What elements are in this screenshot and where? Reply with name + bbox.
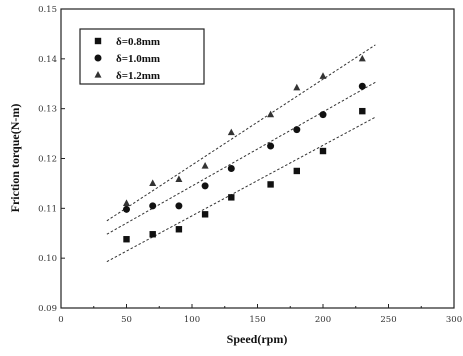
- legend-marker-3: [94, 71, 102, 78]
- data-point-s3-4: [201, 161, 209, 169]
- fit-line-1: [106, 116, 376, 263]
- legend-label-2: δ=1.0mm: [116, 53, 160, 65]
- y-tick-label: 0.11: [38, 204, 57, 214]
- data-point-s2-3: [175, 202, 183, 210]
- data-point-s2-6: [267, 142, 275, 150]
- legend-marker-1: [94, 37, 102, 45]
- data-point-s3-9: [358, 54, 366, 62]
- x-tick-label: 150: [249, 315, 265, 325]
- data-point-s2-8: [319, 111, 327, 119]
- data-point-s3-6: [267, 110, 275, 118]
- y-tick-label: 0.13: [38, 105, 57, 115]
- x-tick-label: 250: [380, 315, 396, 325]
- data-point-s2-4: [201, 182, 209, 190]
- legend-marker-2: [94, 54, 102, 62]
- fit-line-2: [106, 81, 376, 235]
- data-point-s1-3: [175, 226, 183, 233]
- x-tick-label: 100: [184, 315, 200, 325]
- data-point-s3-5: [227, 128, 235, 136]
- data-point-s1-8: [319, 147, 327, 155]
- data-point-s1-6: [267, 181, 274, 188]
- y-tick-label: 0.14: [38, 55, 57, 65]
- data-point-s3-7: [293, 83, 301, 91]
- y-tick-label: 0.15: [38, 5, 57, 15]
- data-point-s3-8: [319, 72, 327, 79]
- data-point-s2-5: [227, 164, 235, 172]
- axis-ticks: 0 50 100 150 200 250 300 0.09 0.10 0.11 0.12 0.13 0.…: [38, 5, 462, 325]
- y-tick-label: 0.09: [38, 304, 57, 314]
- data-point-s3-1: [123, 199, 130, 206]
- legend-label-1: δ=0.8mm: [116, 36, 160, 48]
- data-point-s1-7: [293, 167, 300, 175]
- data-point-s1-1: [123, 236, 130, 243]
- x-tick-label: 200: [315, 315, 331, 325]
- data-point-s1-9: [359, 107, 366, 115]
- data-point-s2-7: [293, 126, 301, 134]
- x-tick-label: 300: [446, 315, 462, 325]
- data-point-s3-2: [149, 179, 157, 187]
- x-axis-title: Speed(rpm): [227, 332, 288, 346]
- data-point-s1-5: [228, 194, 235, 201]
- data-point-s2-9: [358, 82, 366, 90]
- data-point-s2-1: [123, 205, 130, 213]
- data-point-s3-3: [175, 175, 183, 183]
- x-tick-label: 0: [58, 315, 63, 325]
- legend: δ=0.8mm δ=1.0mm δ=1.2mm: [79, 28, 205, 85]
- y-tick-label: 0.12: [38, 155, 57, 165]
- data-point-s1-4: [201, 211, 209, 218]
- data-point-s2-2: [149, 202, 157, 210]
- legend-label-3: δ=1.2mm: [116, 70, 160, 82]
- x-tick-label: 50: [121, 315, 132, 325]
- data-markers: [123, 54, 366, 243]
- y-axis-title: Friction torque(N-m): [8, 104, 22, 213]
- data-point-s1-2: [149, 231, 156, 238]
- y-tick-label: 0.10: [38, 254, 57, 264]
- fit-line-3: [106, 44, 376, 222]
